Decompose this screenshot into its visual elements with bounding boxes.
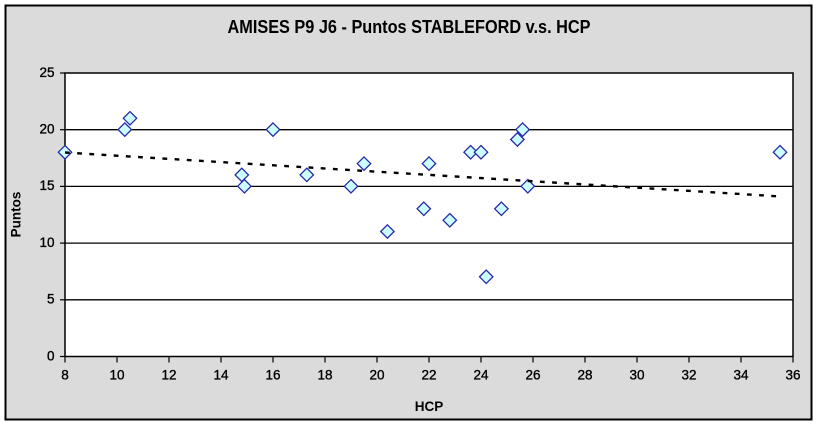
- svg-text:8: 8: [61, 368, 69, 383]
- svg-text:18: 18: [317, 368, 332, 383]
- svg-text:12: 12: [161, 368, 176, 383]
- svg-text:10: 10: [109, 368, 124, 383]
- svg-text:15: 15: [39, 178, 54, 193]
- svg-text:28: 28: [577, 368, 592, 383]
- svg-text:36: 36: [785, 368, 800, 383]
- svg-text:10: 10: [39, 235, 54, 250]
- svg-text:HCP: HCP: [415, 399, 444, 414]
- svg-text:32: 32: [681, 368, 696, 383]
- svg-text:22: 22: [421, 368, 436, 383]
- svg-text:20: 20: [369, 368, 384, 383]
- svg-text:Puntos: Puntos: [9, 192, 24, 238]
- svg-text:34: 34: [733, 368, 749, 383]
- svg-text:24: 24: [473, 368, 489, 383]
- svg-text:26: 26: [525, 368, 540, 383]
- svg-text:14: 14: [213, 368, 229, 383]
- svg-text:16: 16: [265, 368, 280, 383]
- svg-text:25: 25: [39, 65, 54, 80]
- svg-text:AMISES P9 J6 - Puntos STABLEFO: AMISES P9 J6 - Puntos STABLEFORD v.s. HC…: [228, 16, 591, 37]
- svg-text:0: 0: [47, 348, 55, 363]
- svg-text:30: 30: [629, 368, 644, 383]
- svg-text:20: 20: [39, 122, 54, 137]
- svg-text:5: 5: [47, 292, 55, 307]
